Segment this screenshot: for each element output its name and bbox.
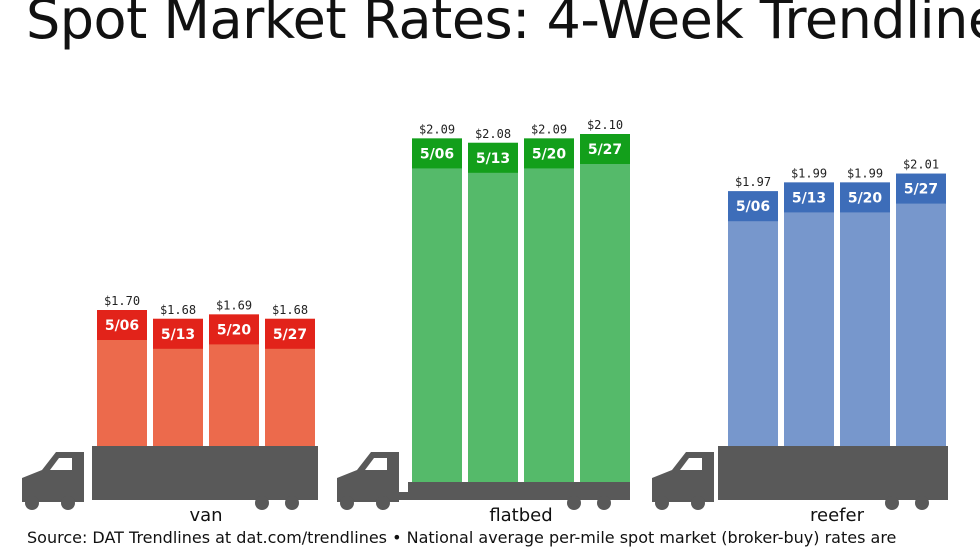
- bar-cap-reefer-0: [728, 191, 778, 222]
- bar-cap-flatbed-3: [580, 134, 630, 164]
- week-label: 5/06: [105, 318, 139, 334]
- truck-wheel: [691, 496, 705, 510]
- truck-wheel: [340, 496, 354, 510]
- truck-wheel: [61, 496, 75, 510]
- truck-wheel: [376, 496, 390, 510]
- value-label: $1.70: [104, 294, 140, 308]
- value-label: $2.09: [419, 122, 455, 136]
- truck-icon: [22, 446, 318, 510]
- value-label: $2.01: [903, 158, 939, 172]
- bar-reefer-1: [784, 182, 834, 446]
- bar-cap-flatbed-1: [468, 142, 518, 173]
- truck-wheel: [255, 496, 269, 510]
- week-label: 5/27: [273, 327, 307, 343]
- week-label: 5/06: [420, 146, 454, 162]
- week-label: 5/20: [532, 146, 567, 162]
- bar-reefer-2: [840, 182, 890, 446]
- bar-flatbed-3: [580, 134, 630, 482]
- truck-wheel: [597, 496, 611, 510]
- truck-cab: [22, 452, 84, 502]
- truck-cab: [652, 452, 714, 502]
- value-label: $2.09: [531, 122, 567, 136]
- category-label: van: [189, 505, 222, 526]
- bar-cap-van-2: [209, 314, 259, 345]
- week-label: 5/13: [792, 190, 826, 206]
- bar-flatbed-2: [524, 138, 574, 482]
- value-label: $1.69: [216, 298, 252, 312]
- bar-reefer-3: [896, 173, 946, 446]
- week-label: 5/06: [736, 199, 770, 215]
- truck-cab-window: [50, 458, 72, 470]
- truck-trailer: [718, 446, 948, 500]
- value-label: $1.99: [791, 166, 827, 180]
- bar-cap-van-3: [265, 318, 315, 349]
- truck-cab-window: [680, 458, 702, 470]
- truck-wheel: [567, 496, 581, 510]
- category-label: reefer: [810, 505, 865, 526]
- truck-wheel: [655, 496, 669, 510]
- truck-trailer: [92, 446, 318, 500]
- value-label: $1.97: [735, 175, 771, 189]
- bar-cap-reefer-3: [896, 173, 946, 204]
- chart-title: Spot Market Rates: 4-Week Trendlines: [26, 0, 980, 51]
- truck-icon: [337, 452, 630, 510]
- truck-icon: [652, 446, 948, 510]
- bar-cap-van-1: [153, 318, 203, 349]
- bar-cap-reefer-1: [784, 182, 834, 213]
- value-label: $1.99: [847, 166, 883, 180]
- week-label: 5/13: [161, 327, 195, 343]
- category-label: flatbed: [489, 505, 552, 526]
- bar-cap-van-0: [97, 310, 147, 340]
- truck-cab-window: [365, 458, 387, 470]
- week-label: 5/27: [904, 182, 938, 198]
- bar-cap-flatbed-2: [524, 138, 574, 169]
- truck-trailer: [408, 482, 630, 492]
- bar-cap-reefer-2: [840, 182, 890, 213]
- week-label: 5/20: [217, 322, 252, 338]
- bar-cap-flatbed-0: [412, 138, 462, 169]
- value-label: $1.68: [160, 303, 196, 317]
- bar-reefer-0: [728, 191, 778, 446]
- week-label: 5/27: [588, 142, 622, 158]
- truck-wheel: [885, 496, 899, 510]
- bar-flatbed-0: [412, 138, 462, 482]
- value-label: $1.68: [272, 303, 308, 317]
- bar-flatbed-1: [468, 142, 518, 483]
- truck-wheel: [915, 496, 929, 510]
- value-label: $2.10: [587, 118, 623, 132]
- truck-wheel: [285, 496, 299, 510]
- source-note: Source: DAT Trendlines at dat.com/trendl…: [27, 528, 897, 547]
- value-label: $2.08: [475, 127, 511, 141]
- truck-chassis: [378, 492, 630, 500]
- week-label: 5/20: [848, 190, 883, 206]
- week-label: 5/13: [476, 151, 510, 167]
- truck-wheel: [25, 496, 39, 510]
